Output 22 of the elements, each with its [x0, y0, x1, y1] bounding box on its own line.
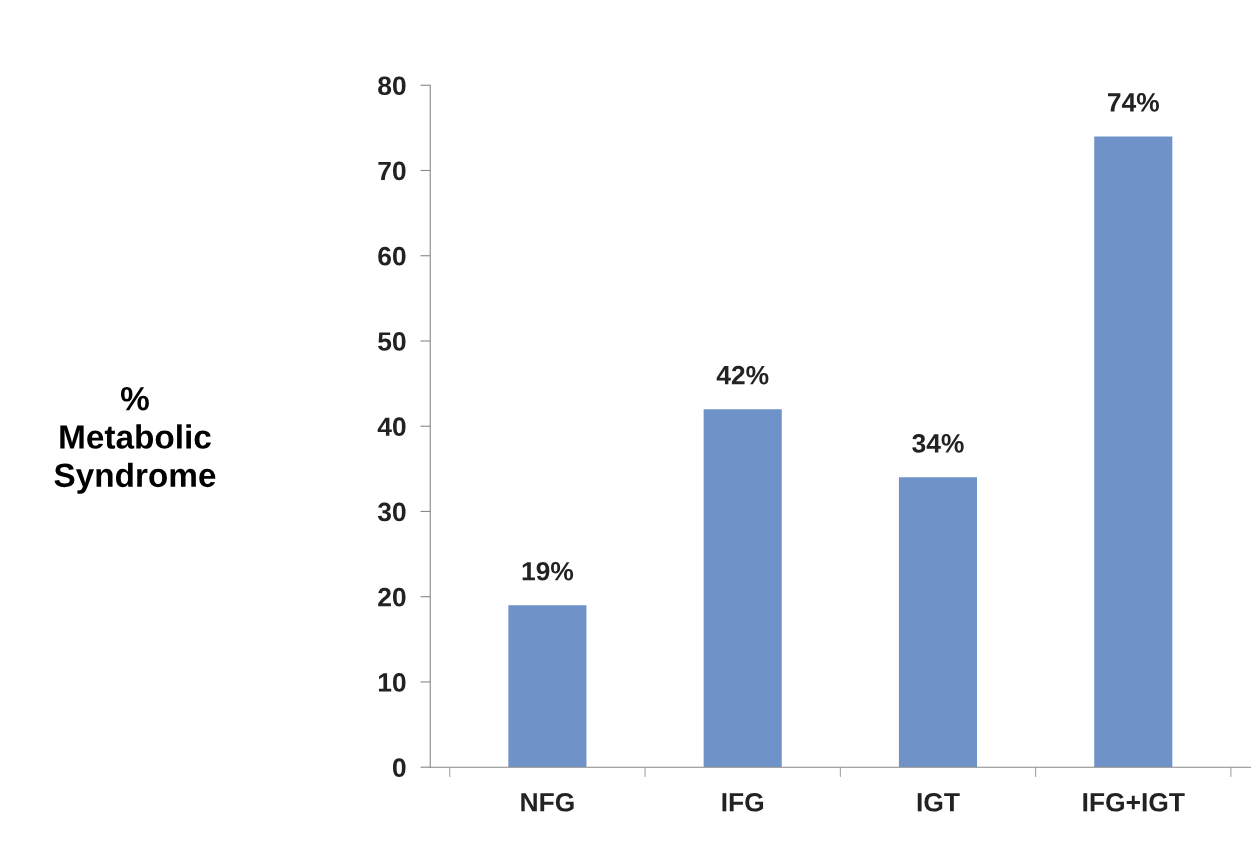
data-label: 42%	[716, 365, 769, 385]
y-tick-label: 40	[377, 417, 406, 437]
bar	[1094, 136, 1173, 768]
bar	[703, 409, 782, 768]
x-tick-label: IFG	[722, 792, 764, 812]
y-tick-label: 20	[378, 587, 406, 607]
bar	[508, 605, 587, 768]
y-tick-label: 70	[378, 161, 406, 181]
x-tick-label: IFG+IGT	[1083, 792, 1185, 812]
bar	[898, 477, 978, 768]
y-tick-label: 80	[378, 76, 406, 96]
data-label: 74%	[1108, 93, 1159, 112]
data-label: 34%	[912, 434, 964, 453]
y-tick-label: 10	[378, 673, 406, 692]
y-tick-label: 50	[378, 332, 406, 351]
y-tick-label: 0	[392, 758, 406, 778]
y-axis-title: % Metabolic Syndrome	[54, 386, 216, 494]
data-label: 19%	[522, 561, 574, 581]
y-tick-label: 60	[378, 246, 406, 266]
y-tick-label: 30	[377, 502, 406, 522]
x-tick-label: IGT	[917, 792, 960, 812]
x-tick-label: NFG	[521, 792, 574, 812]
